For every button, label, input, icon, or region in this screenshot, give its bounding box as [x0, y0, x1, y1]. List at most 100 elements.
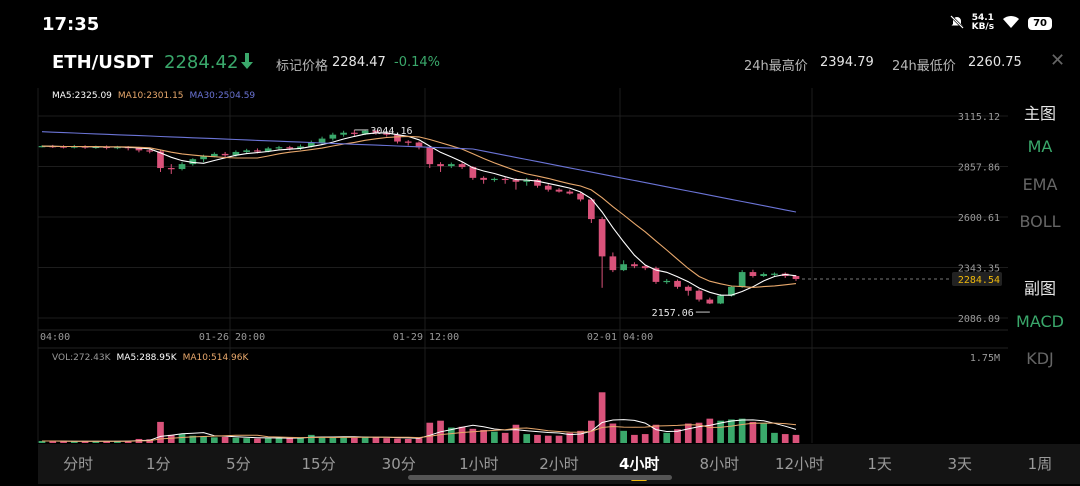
timeframe-tab[interactable]: 分时	[63, 455, 94, 473]
candle-body	[351, 132, 358, 134]
mark-price-label: 标记价格	[276, 59, 329, 74]
candle-body	[264, 148, 272, 152]
volume-bar	[534, 434, 541, 443]
volume-bar	[394, 438, 401, 443]
candle-body	[512, 179, 520, 182]
price-change: -0.14%	[394, 55, 440, 70]
low-24h: 2260.75	[968, 55, 1022, 70]
volume-bar	[383, 438, 391, 443]
volume-bar	[232, 437, 240, 443]
volume-bar	[717, 420, 724, 443]
time-axis-label: 01-26 20:00	[199, 332, 265, 343]
timeframe-tab[interactable]: 1小时	[459, 455, 499, 473]
volume-bar	[404, 438, 412, 443]
ma5-line	[41, 132, 797, 296]
volume-bar	[178, 434, 186, 443]
sub-chart-label: 副图	[1023, 279, 1056, 298]
candle-body	[717, 295, 724, 304]
candlestick-chart[interactable]: 3115.12 2857.86 2600.61 2343.35 2086.09 1.75M…	[0, 0, 1010, 444]
high-24h-label: 24h最高价	[744, 59, 808, 74]
volume-bar	[458, 426, 466, 443]
volume-bar	[491, 431, 498, 443]
timeframe-tab[interactable]: 8小时	[699, 455, 740, 473]
volume-bar	[523, 434, 531, 443]
volume-bar	[351, 437, 358, 443]
timeframe-tab[interactable]: 12小时	[774, 455, 825, 473]
close-icon[interactable]: ✕	[1050, 50, 1066, 71]
timeframe-tab[interactable]: 1周	[1027, 455, 1053, 473]
volume-bar	[49, 440, 57, 443]
vol-legend: VOL:272.43K	[52, 353, 111, 363]
timeframe-tab[interactable]: 30分	[381, 455, 416, 473]
indicator-boll[interactable]: BOLL	[1019, 212, 1061, 231]
candle-body	[480, 177, 487, 180]
volume-bar	[577, 430, 584, 443]
candle-body	[458, 164, 466, 168]
wifi-icon	[1002, 15, 1020, 32]
volume-bar	[372, 437, 380, 443]
volume-bar	[512, 424, 520, 443]
indicator-ma[interactable]: MA	[1027, 137, 1053, 156]
volume-bar	[469, 428, 477, 443]
candle-body	[372, 130, 380, 133]
volume-bar	[70, 441, 78, 443]
timeframe-tab[interactable]: 1天	[867, 455, 892, 473]
candle-body	[361, 130, 369, 134]
candle-body	[544, 185, 552, 190]
volume-bar	[749, 421, 757, 443]
timeframe-tab[interactable]: 1分	[145, 455, 171, 473]
do-not-disturb-icon	[949, 14, 964, 32]
candle-body	[157, 151, 164, 169]
volume-bar	[609, 423, 617, 443]
candle-body	[523, 179, 531, 182]
indicator-macd[interactable]: MACD	[1016, 312, 1064, 331]
ma10-line	[41, 135, 797, 288]
volume-bar	[674, 429, 681, 443]
low-annotation: 2157.06	[652, 308, 694, 319]
volume-bar	[114, 440, 121, 443]
volume-bar	[211, 437, 218, 443]
candle-body	[695, 290, 703, 300]
pair-name[interactable]: ETH/USDT	[52, 52, 154, 73]
time-axis-label: 02-01 04:00	[587, 332, 653, 343]
price-axis-label: 2086.09	[958, 314, 1000, 325]
price-axis-label: 2857.86	[958, 163, 1000, 174]
volume-bar	[329, 437, 337, 443]
volume-bar	[447, 427, 455, 443]
current-price-tag-bg	[952, 272, 1002, 287]
candle-body	[738, 272, 746, 287]
indicator-kdj[interactable]: KDJ	[1026, 349, 1054, 368]
candle-body	[728, 286, 735, 296]
volume-bar	[275, 437, 283, 443]
candle-body	[641, 266, 649, 269]
candle-body	[609, 256, 617, 271]
indicator-ema[interactable]: EMA	[1022, 175, 1058, 194]
volume-bar	[81, 441, 89, 443]
volume-bar	[544, 435, 552, 443]
high-24h: 2394.79	[820, 55, 874, 70]
volume-bar	[38, 440, 46, 443]
volume-legend: VOL:272.43K MA5:288.95K MA10:514.96K	[52, 353, 248, 363]
volume-bar	[157, 421, 164, 443]
candle-body	[286, 147, 294, 149]
volume-bar	[598, 392, 606, 443]
timeframe-tab[interactable]: 2小时	[539, 455, 579, 473]
candle-body	[232, 151, 240, 156]
volume-bar	[480, 430, 487, 443]
timeframe-tab[interactable]: 5分	[226, 455, 251, 473]
candle-body	[566, 191, 574, 194]
time-axis-label: 01-29 12:00	[393, 332, 459, 343]
ma30-line	[41, 131, 797, 213]
timeframe-tab[interactable]: 15分	[301, 455, 336, 473]
timeframe-tab[interactable]: 3天	[947, 455, 973, 473]
volume-bar	[792, 434, 800, 443]
net-speed-unit: KB/s	[971, 22, 995, 32]
candle-body	[221, 153, 229, 156]
volume-bar	[264, 438, 272, 443]
candle-body	[577, 193, 584, 200]
price-axis-label: 2343.35	[958, 264, 1000, 275]
candle-body	[588, 199, 595, 220]
candle-body	[189, 159, 197, 165]
volume-bar	[92, 440, 100, 443]
scroll-handle[interactable]	[408, 475, 672, 480]
